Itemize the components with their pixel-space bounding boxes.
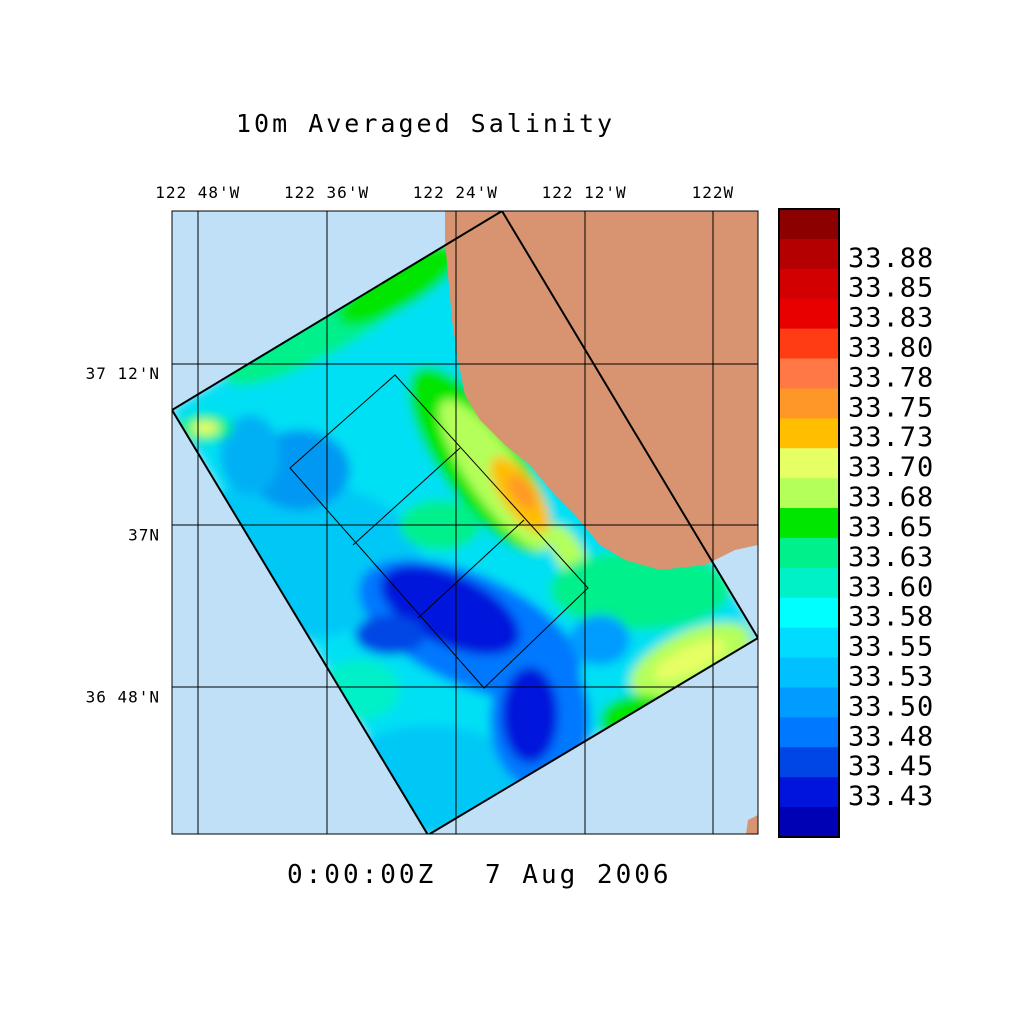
colorbar-swatch	[779, 657, 839, 688]
colorbar-label: 33.78	[848, 362, 934, 393]
colorbar-swatch	[779, 328, 839, 360]
colorbar-label: 33.88	[848, 243, 934, 274]
colorbar-label: 33.73	[848, 422, 934, 453]
colorbar-label: 33.83	[848, 303, 934, 334]
coastline-land	[445, 211, 758, 570]
latitude-labels: 37 12'N 37N 36 48'N	[86, 364, 160, 707]
colorbar-swatch	[779, 209, 839, 240]
colorbar-frame	[778, 208, 840, 838]
grid-lines	[172, 211, 758, 834]
coastline-land-south	[746, 815, 758, 834]
colorbar-swatch	[779, 627, 839, 659]
colorbar-label: 33.50	[848, 691, 934, 722]
map-title: 10m Averaged Salinity	[236, 109, 615, 138]
colorbar-swatch	[779, 687, 839, 718]
colorbar-swatch	[779, 268, 839, 300]
colorbar-swatch	[779, 717, 839, 748]
colorbar-swatch	[779, 448, 839, 479]
lat-label: 37N	[128, 526, 160, 545]
colorbar-label: 33.43	[848, 781, 934, 812]
colorbar: 33.8833.8533.8333.8033.7833.7533.7333.70…	[778, 208, 934, 838]
time-label: 0:00:00Z	[287, 860, 436, 890]
longitude-labels: 122 48'W 122 36'W 122 24'W 122 12'W 122W	[155, 183, 735, 202]
lon-label: 122 12'W	[542, 183, 627, 202]
colorbar-label: 33.85	[848, 273, 934, 304]
inner-subdomain-box	[289, 374, 589, 689]
colorbar-swatch	[779, 807, 839, 838]
lon-label: 122W	[692, 183, 735, 202]
colorbar-swatch	[779, 238, 839, 270]
colorbar-swatch	[779, 777, 839, 808]
colorbar-label: 33.58	[848, 602, 934, 633]
model-domain-outline	[172, 211, 758, 834]
lon-label: 122 24'W	[413, 183, 498, 202]
date-label: 7 Aug 2006	[485, 860, 672, 890]
map-panel	[172, 211, 758, 834]
colorbar-swatch	[779, 388, 839, 419]
colorbar-swatch	[779, 747, 839, 778]
lon-label: 122 48'W	[155, 183, 240, 202]
colorbar-label: 33.80	[848, 333, 934, 364]
colorbar-swatch	[779, 298, 839, 330]
colorbar-swatch	[779, 537, 839, 569]
lat-label: 36 48'N	[86, 687, 160, 706]
subdomain-divider-1	[352, 447, 461, 546]
colorbar-label: 33.48	[848, 721, 934, 752]
colorbar-label: 33.70	[848, 452, 934, 483]
map-frame	[171, 210, 759, 835]
colorbar-label: 33.65	[848, 512, 934, 543]
colorbar-swatch	[779, 567, 839, 599]
colorbar-swatch	[779, 478, 839, 509]
subdomain-divider-2	[417, 519, 525, 619]
colorbar-label: 33.63	[848, 542, 934, 573]
colorbar-label: 33.60	[848, 572, 934, 603]
colorbar-label: 33.75	[848, 392, 934, 423]
colorbar-label: 33.45	[848, 751, 934, 782]
colorbar-swatch	[779, 418, 839, 449]
lon-label: 122 36'W	[284, 183, 369, 202]
colorbar-label: 33.53	[848, 661, 934, 692]
colorbar-swatch	[779, 358, 839, 389]
colorbar-label: 33.55	[848, 632, 934, 663]
colorbar-label: 33.68	[848, 482, 934, 513]
colorbar-swatch	[779, 508, 839, 539]
colorbar-swatch	[779, 597, 839, 629]
lat-label: 37 12'N	[86, 364, 160, 383]
